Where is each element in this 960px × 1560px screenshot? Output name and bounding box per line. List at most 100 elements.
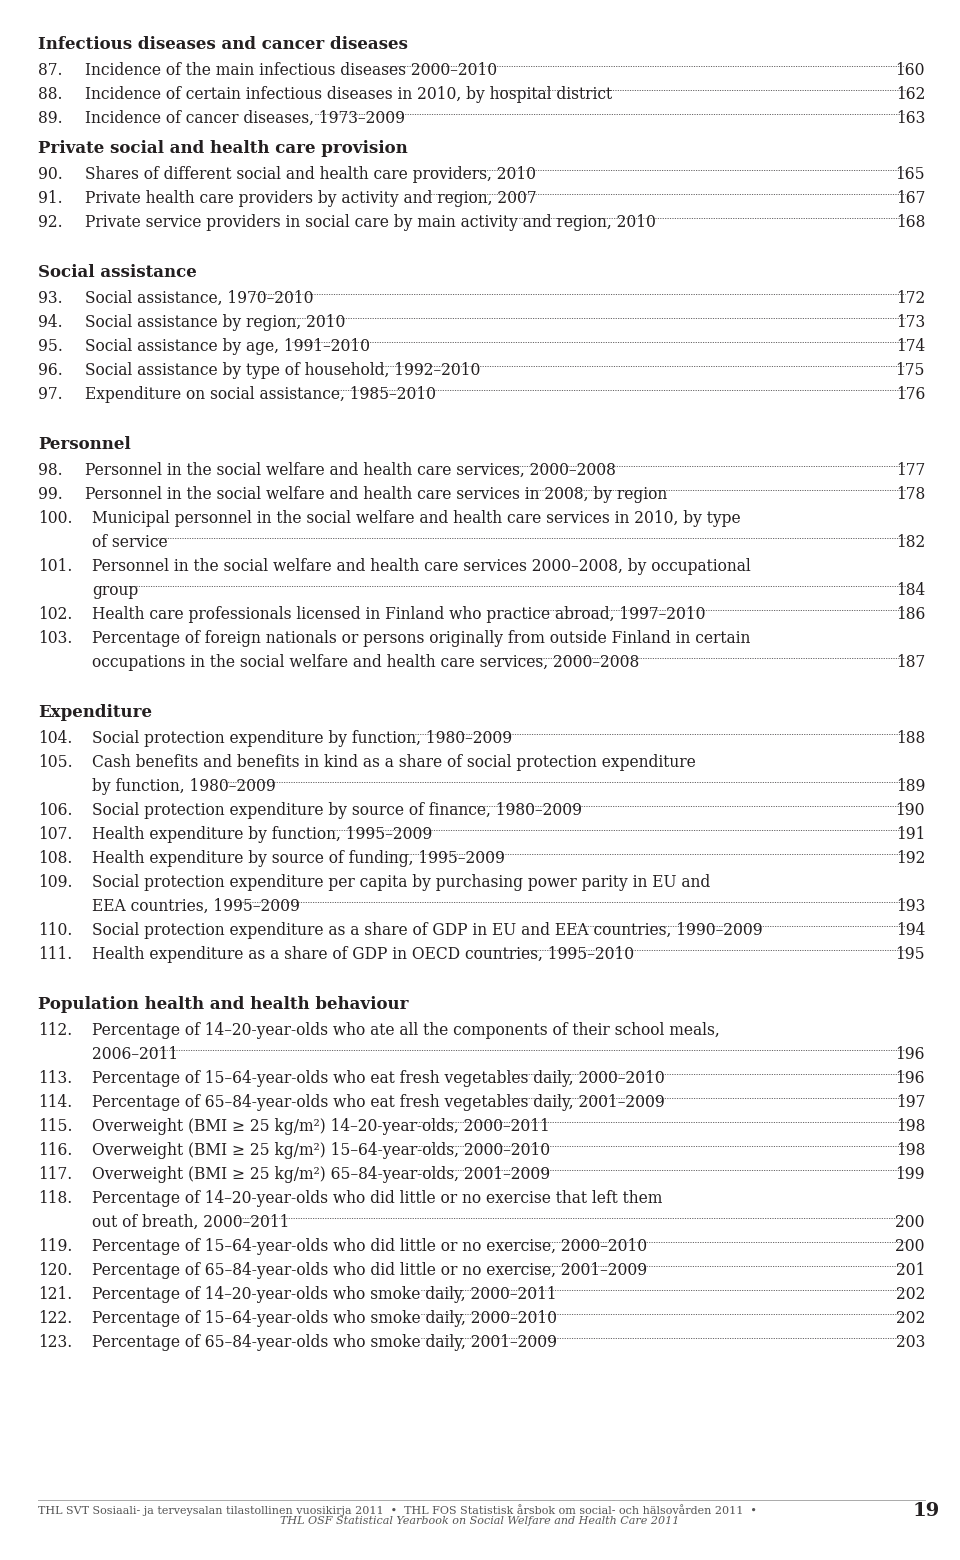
Text: 199: 199 bbox=[896, 1165, 925, 1182]
Text: Infectious diseases and cancer diseases: Infectious diseases and cancer diseases bbox=[38, 36, 408, 53]
Text: Percentage of 65–84-year-olds who did little or no exercise, 2001–2009: Percentage of 65–84-year-olds who did li… bbox=[92, 1262, 647, 1279]
Text: 104.: 104. bbox=[38, 730, 72, 747]
Text: Personnel in the social welfare and health care services, 2000–2008: Personnel in the social welfare and heal… bbox=[85, 462, 616, 479]
Text: Shares of different social and health care providers, 2010: Shares of different social and health ca… bbox=[85, 165, 536, 183]
Text: 184: 184 bbox=[896, 582, 925, 599]
Text: Incidence of certain infectious diseases in 2010, by hospital district: Incidence of certain infectious diseases… bbox=[85, 86, 612, 103]
Text: 107.: 107. bbox=[38, 825, 72, 842]
Text: 113.: 113. bbox=[38, 1070, 72, 1087]
Text: Percentage of 65–84-year-olds who smoke daily, 2001–2009: Percentage of 65–84-year-olds who smoke … bbox=[92, 1334, 557, 1351]
Text: by function, 1980–2009: by function, 1980–2009 bbox=[92, 778, 276, 796]
Text: Social protection expenditure per capita by purchasing power parity in EU and: Social protection expenditure per capita… bbox=[92, 874, 710, 891]
Text: 197: 197 bbox=[896, 1094, 925, 1111]
Text: Percentage of 14–20-year-olds who ate all the components of their school meals,: Percentage of 14–20-year-olds who ate al… bbox=[92, 1022, 720, 1039]
Text: 168: 168 bbox=[896, 214, 925, 231]
Text: Social assistance by type of household, 1992–2010: Social assistance by type of household, … bbox=[85, 362, 480, 379]
Text: 91.: 91. bbox=[38, 190, 62, 207]
Text: 93.: 93. bbox=[38, 290, 62, 307]
Text: Health expenditure by function, 1995–2009: Health expenditure by function, 1995–200… bbox=[92, 825, 432, 842]
Text: 182: 182 bbox=[896, 534, 925, 551]
Text: Social protection expenditure by source of finance, 1980–2009: Social protection expenditure by source … bbox=[92, 802, 582, 819]
Text: 109.: 109. bbox=[38, 874, 73, 891]
Text: 103.: 103. bbox=[38, 630, 72, 647]
Text: 92.: 92. bbox=[38, 214, 62, 231]
Text: 189: 189 bbox=[896, 778, 925, 796]
Text: 188: 188 bbox=[896, 730, 925, 747]
Text: 2006–2011: 2006–2011 bbox=[92, 1047, 179, 1062]
Text: 89.: 89. bbox=[38, 111, 62, 126]
Text: 202: 202 bbox=[896, 1285, 925, 1303]
Text: Percentage of 65–84-year-olds who eat fresh vegetables daily, 2001–2009: Percentage of 65–84-year-olds who eat fr… bbox=[92, 1094, 664, 1111]
Text: 19: 19 bbox=[913, 1502, 940, 1519]
Text: 160: 160 bbox=[896, 62, 925, 80]
Text: 108.: 108. bbox=[38, 850, 72, 867]
Text: THL SVT Sosiaali- ja terveysalan tilastollinen vuosikirja 2011  •  THL FOS Stati: THL SVT Sosiaali- ja terveysalan tilasto… bbox=[38, 1504, 756, 1516]
Text: Personnel: Personnel bbox=[38, 435, 131, 452]
Text: Social protection expenditure as a share of GDP in EU and EEA countries, 1990–20: Social protection expenditure as a share… bbox=[92, 922, 762, 939]
Text: EEA countries, 1995–2009: EEA countries, 1995–2009 bbox=[92, 899, 300, 916]
Text: 118.: 118. bbox=[38, 1190, 72, 1207]
Text: Overweight (BMI ≥ 25 kg/m²) 15–64-year-olds, 2000–2010: Overweight (BMI ≥ 25 kg/m²) 15–64-year-o… bbox=[92, 1142, 550, 1159]
Text: 99.: 99. bbox=[38, 487, 62, 502]
Text: 191: 191 bbox=[896, 825, 925, 842]
Text: 174: 174 bbox=[896, 339, 925, 356]
Text: 111.: 111. bbox=[38, 945, 72, 963]
Text: 98.: 98. bbox=[38, 462, 62, 479]
Text: Private service providers in social care by main activity and region, 2010: Private service providers in social care… bbox=[85, 214, 656, 231]
Text: Percentage of 15–64-year-olds who eat fresh vegetables daily, 2000–2010: Percentage of 15–64-year-olds who eat fr… bbox=[92, 1070, 664, 1087]
Text: 123.: 123. bbox=[38, 1334, 72, 1351]
Text: out of breath, 2000–2011: out of breath, 2000–2011 bbox=[92, 1214, 289, 1231]
Text: 88.: 88. bbox=[38, 86, 62, 103]
Text: 94.: 94. bbox=[38, 314, 62, 331]
Text: 117.: 117. bbox=[38, 1165, 72, 1182]
Text: 200: 200 bbox=[896, 1214, 925, 1231]
Text: 102.: 102. bbox=[38, 605, 72, 622]
Text: 175: 175 bbox=[896, 362, 925, 379]
Text: 177: 177 bbox=[896, 462, 925, 479]
Text: 101.: 101. bbox=[38, 558, 72, 576]
Text: 87.: 87. bbox=[38, 62, 62, 80]
Text: Personnel in the social welfare and health care services 2000–2008, by occupatio: Personnel in the social welfare and heal… bbox=[92, 558, 751, 576]
Text: 106.: 106. bbox=[38, 802, 73, 819]
Text: 100.: 100. bbox=[38, 510, 73, 527]
Text: Percentage of foreign nationals or persons originally from outside Finland in ce: Percentage of foreign nationals or perso… bbox=[92, 630, 751, 647]
Text: 172: 172 bbox=[896, 290, 925, 307]
Text: Social assistance by region, 2010: Social assistance by region, 2010 bbox=[85, 314, 346, 331]
Text: 196: 196 bbox=[896, 1070, 925, 1087]
Text: Percentage of 15–64-year-olds who smoke daily, 2000–2010: Percentage of 15–64-year-olds who smoke … bbox=[92, 1310, 557, 1328]
Text: 112.: 112. bbox=[38, 1022, 72, 1039]
Text: 198: 198 bbox=[896, 1142, 925, 1159]
Text: 96.: 96. bbox=[38, 362, 62, 379]
Text: 193: 193 bbox=[896, 899, 925, 916]
Text: Health expenditure as a share of GDP in OECD countries, 1995–2010: Health expenditure as a share of GDP in … bbox=[92, 945, 635, 963]
Text: 203: 203 bbox=[896, 1334, 925, 1351]
Text: Social assistance: Social assistance bbox=[38, 264, 197, 281]
Text: 110.: 110. bbox=[38, 922, 72, 939]
Text: Municipal personnel in the social welfare and health care services in 2010, by t: Municipal personnel in the social welfar… bbox=[92, 510, 740, 527]
Text: 116.: 116. bbox=[38, 1142, 72, 1159]
Text: 186: 186 bbox=[896, 605, 925, 622]
Text: 165: 165 bbox=[896, 165, 925, 183]
Text: 176: 176 bbox=[896, 385, 925, 402]
Text: Health care professionals licensed in Finland who practice abroad, 1997–2010: Health care professionals licensed in Fi… bbox=[92, 605, 706, 622]
Text: 198: 198 bbox=[896, 1119, 925, 1136]
Text: 119.: 119. bbox=[38, 1239, 72, 1254]
Text: 163: 163 bbox=[896, 111, 925, 126]
Text: of service: of service bbox=[92, 534, 168, 551]
Text: Overweight (BMI ≥ 25 kg/m²) 65–84-year-olds, 2001–2009: Overweight (BMI ≥ 25 kg/m²) 65–84-year-o… bbox=[92, 1165, 550, 1182]
Text: Overweight (BMI ≥ 25 kg/m²) 14–20-year-olds, 2000–2011: Overweight (BMI ≥ 25 kg/m²) 14–20-year-o… bbox=[92, 1119, 550, 1136]
Text: Expenditure on social assistance, 1985–2010: Expenditure on social assistance, 1985–2… bbox=[85, 385, 436, 402]
Text: Cash benefits and benefits in kind as a share of social protection expenditure: Cash benefits and benefits in kind as a … bbox=[92, 753, 696, 771]
Text: 105.: 105. bbox=[38, 753, 73, 771]
Text: 167: 167 bbox=[896, 190, 925, 207]
Text: THL OSF Statistical Yearbook on Social Welfare and Health Care 2011: THL OSF Statistical Yearbook on Social W… bbox=[280, 1516, 680, 1526]
Text: 201: 201 bbox=[896, 1262, 925, 1279]
Text: Percentage of 14–20-year-olds who smoke daily, 2000–2011: Percentage of 14–20-year-olds who smoke … bbox=[92, 1285, 557, 1303]
Text: 95.: 95. bbox=[38, 339, 62, 356]
Text: 97.: 97. bbox=[38, 385, 62, 402]
Text: group: group bbox=[92, 582, 138, 599]
Text: 200: 200 bbox=[896, 1239, 925, 1254]
Text: Percentage of 15–64-year-olds who did little or no exercise, 2000–2010: Percentage of 15–64-year-olds who did li… bbox=[92, 1239, 647, 1254]
Text: Private health care providers by activity and region, 2007: Private health care providers by activit… bbox=[85, 190, 537, 207]
Text: 121.: 121. bbox=[38, 1285, 72, 1303]
